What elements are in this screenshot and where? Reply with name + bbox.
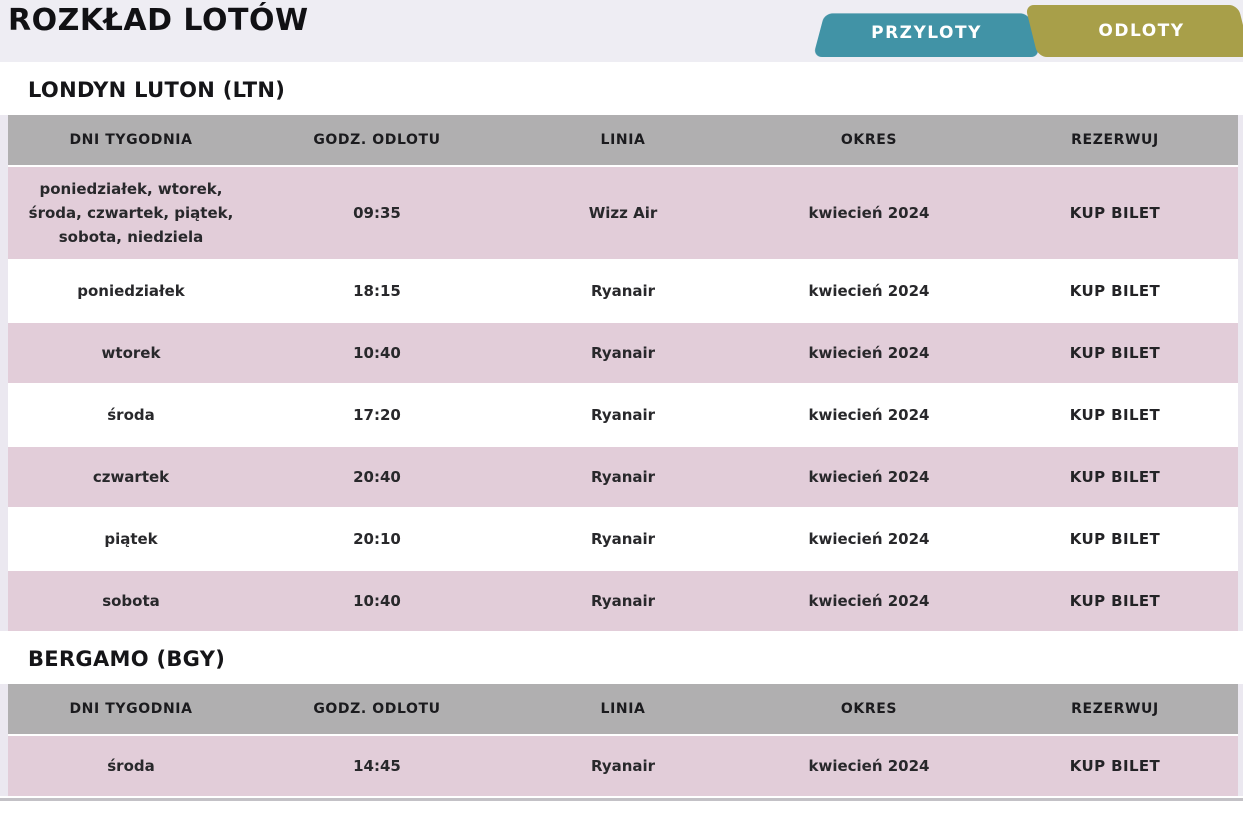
period-cell: kwiecień 2024 (808, 468, 930, 486)
reserve-cell: KUP BILET (992, 385, 1238, 445)
table-header-row: DNI TYGODNIA GODZ. ODLOTU LINIA OKRES REZERW… (8, 684, 1238, 734)
airline-cell: Ryanair (590, 468, 656, 486)
days-text: wtorek (101, 344, 161, 362)
destination-section: LONDYN LUTON (LTN) DNI TYGODNIA GODZ. ODL… (0, 62, 1243, 631)
page-title: ROZKŁAD LOTÓW (8, 3, 309, 38)
table-row: poniedziałek 18:15 Ryanair kwiecień 2024 KUP… (8, 259, 1238, 321)
buy-ticket-link[interactable]: KUP BILET (1069, 530, 1161, 548)
tab-departures[interactable]: ODLOTY (1025, 5, 1243, 57)
table-row: środa 14:45 Ryanair kwiecień 2024 KUP BILET (8, 734, 1238, 796)
airline-cell: Ryanair (590, 530, 656, 548)
table-header-row: DNI TYGODNIA GODZ. ODLOTU LINIA OKRES REZERW… (8, 115, 1238, 165)
days-text: czwartek (92, 468, 170, 486)
days-text: środa (107, 757, 155, 775)
table-row: czwartek 20:40 Ryanair kwiecień 2024 KUP BIL… (8, 445, 1238, 507)
days-cell: czwartek (8, 447, 254, 507)
buy-ticket-link[interactable]: KUP BILET (1069, 204, 1161, 222)
top-bar: ROZKŁAD LOTÓW PRZYLOTY ODLOTY (0, 0, 1243, 62)
period-cell: kwiecień 2024 (808, 592, 930, 610)
reserve-cell: KUP BILET (992, 447, 1238, 507)
time-cell: 20:10 (353, 530, 401, 548)
reserve-cell: KUP BILET (992, 509, 1238, 569)
days-text: piątek (104, 530, 158, 548)
days-text: poniedziałek, wtorek, środa, czwartek, p… (28, 180, 234, 246)
days-cell: środa (8, 736, 254, 796)
time-cell: 09:35 (353, 204, 401, 222)
section-title: LONDYN LUTON (LTN) (0, 62, 1243, 115)
column-header: DNI TYGODNIA (69, 700, 193, 717)
next-table-peek (0, 798, 1243, 801)
tab-arrivals[interactable]: PRZYLOTY (813, 8, 1040, 57)
section-title: BERGAMO (BGY) (0, 631, 1243, 684)
column-header: LINIA (600, 700, 646, 717)
buy-ticket-link[interactable]: KUP BILET (1069, 757, 1161, 775)
table-row: sobota 10:40 Ryanair kwiecień 2024 KUP BILET (8, 569, 1238, 631)
table-row: poniedziałek, wtorek, środa, czwartek, p… (8, 165, 1238, 259)
schedule-table: DNI TYGODNIA GODZ. ODLOTU LINIA OKRES REZERW… (0, 115, 1243, 631)
days-cell: poniedziałek (8, 261, 254, 321)
column-header: DNI TYGODNIA (69, 131, 193, 148)
destination-section: BERGAMO (BGY) DNI TYGODNIA GODZ. ODLOTU LI… (0, 631, 1243, 796)
airline-cell: Ryanair (590, 406, 656, 424)
buy-ticket-link[interactable]: KUP BILET (1069, 282, 1161, 300)
days-cell: wtorek (8, 323, 254, 383)
time-cell: 20:40 (353, 468, 401, 486)
reserve-cell: KUP BILET (992, 261, 1238, 321)
period-cell: kwiecień 2024 (808, 204, 930, 222)
column-header: REZERWUJ (1071, 131, 1159, 148)
airline-cell: Ryanair (590, 344, 656, 362)
column-header: GODZ. ODLOTU (313, 131, 441, 148)
reserve-cell: KUP BILET (992, 167, 1238, 259)
column-header: GODZ. ODLOTU (313, 700, 441, 717)
reserve-cell: KUP BILET (992, 323, 1238, 383)
column-header: OKRES (840, 131, 898, 148)
schedule-sections: LONDYN LUTON (LTN) DNI TYGODNIA GODZ. ODL… (0, 62, 1243, 796)
buy-ticket-link[interactable]: KUP BILET (1069, 344, 1161, 362)
reserve-cell: KUP BILET (992, 571, 1238, 631)
days-text: środa (107, 406, 155, 424)
days-text: poniedziałek (77, 282, 185, 300)
time-cell: 17:20 (353, 406, 401, 424)
period-cell: kwiecień 2024 (808, 282, 930, 300)
airline-cell: Ryanair (590, 282, 656, 300)
buy-ticket-link[interactable]: KUP BILET (1069, 468, 1161, 486)
reserve-cell: KUP BILET (992, 736, 1238, 796)
table-row: wtorek 10:40 Ryanair kwiecień 2024 KUP BILET (8, 321, 1238, 383)
days-cell: poniedziałek, wtorek, środa, czwartek, p… (8, 167, 254, 259)
airline-cell: Ryanair (590, 757, 656, 775)
schedule-table: DNI TYGODNIA GODZ. ODLOTU LINIA OKRES REZERW… (0, 684, 1243, 796)
days-cell: piątek (8, 509, 254, 569)
period-cell: kwiecień 2024 (808, 344, 930, 362)
column-header: OKRES (840, 700, 898, 717)
buy-ticket-link[interactable]: KUP BILET (1069, 592, 1161, 610)
column-header: LINIA (600, 131, 646, 148)
table-row: środa 17:20 Ryanair kwiecień 2024 KUP BILET (8, 383, 1238, 445)
time-cell: 10:40 (353, 344, 401, 362)
period-cell: kwiecień 2024 (808, 757, 930, 775)
airline-cell: Ryanair (590, 592, 656, 610)
days-cell: środa (8, 385, 254, 445)
time-cell: 18:15 (353, 282, 401, 300)
period-cell: kwiecień 2024 (808, 530, 930, 548)
time-cell: 14:45 (353, 757, 401, 775)
time-cell: 10:40 (353, 592, 401, 610)
buy-ticket-link[interactable]: KUP BILET (1069, 406, 1161, 424)
table-row: piątek 20:10 Ryanair kwiecień 2024 KUP BILET (8, 507, 1238, 569)
airline-cell: Wizz Air (588, 204, 658, 222)
tab-arrivals-label: PRZYLOTY (871, 22, 982, 43)
days-cell: sobota (8, 571, 254, 631)
tab-departures-label: ODLOTY (1098, 21, 1185, 41)
days-text: sobota (102, 592, 160, 610)
period-cell: kwiecień 2024 (808, 406, 930, 424)
column-header: REZERWUJ (1071, 700, 1159, 717)
